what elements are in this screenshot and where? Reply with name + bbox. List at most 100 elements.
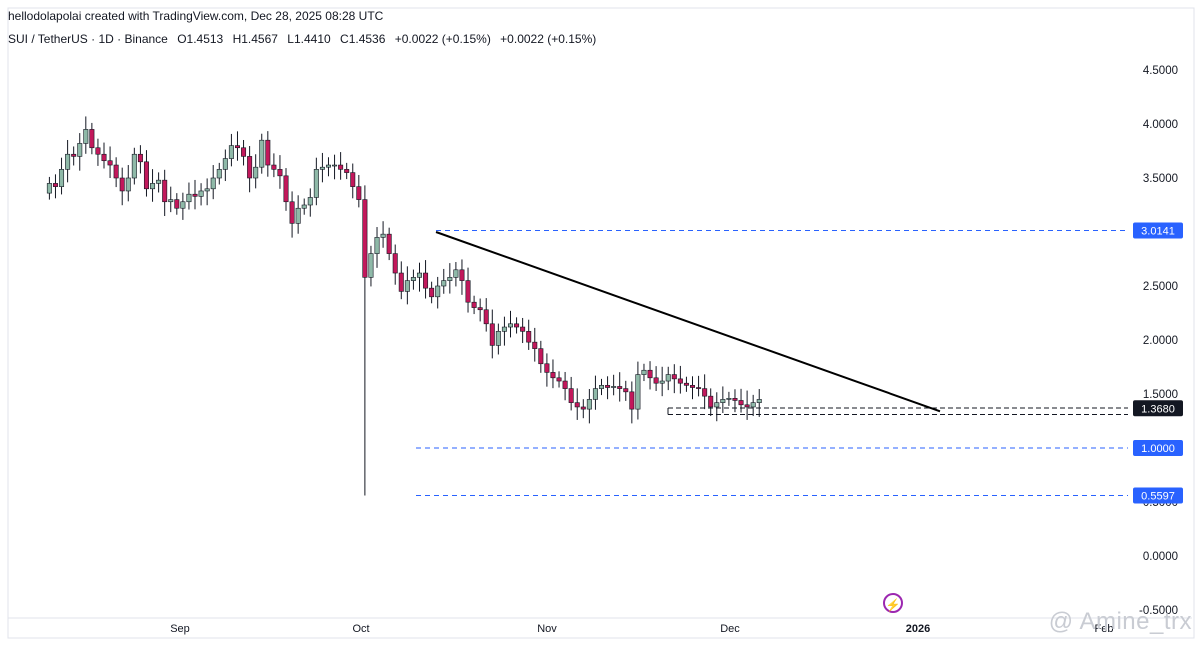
candle-down[interactable] — [580, 406, 586, 410]
candle-up[interactable] — [156, 179, 162, 184]
candle-up[interactable] — [313, 169, 319, 198]
candle-down[interactable] — [617, 386, 623, 389]
candle-up[interactable] — [83, 129, 89, 144]
candle-down[interactable] — [477, 307, 483, 311]
candle-up[interactable] — [186, 193, 192, 203]
candle-down[interactable] — [629, 391, 635, 410]
candle-up[interactable] — [204, 188, 210, 192]
symbol-legend[interactable]: SUI / TetherUS · 1D · Binance O1.4513 H1… — [8, 32, 602, 46]
candle-down[interactable] — [174, 199, 180, 209]
candle-down[interactable] — [392, 253, 398, 274]
candle-down[interactable] — [95, 147, 101, 155]
candle-up[interactable] — [665, 374, 671, 382]
candle-up[interactable] — [635, 374, 641, 410]
candle-down[interactable] — [677, 378, 683, 384]
candle-down[interactable] — [514, 323, 520, 328]
candle-down[interactable] — [277, 169, 283, 177]
candle-down[interactable] — [89, 129, 95, 149]
candle-down[interactable] — [732, 398, 738, 401]
candle-down[interactable] — [544, 363, 550, 373]
candle-up[interactable] — [720, 399, 726, 403]
candle-up[interactable] — [410, 277, 416, 281]
candle-up[interactable] — [586, 399, 592, 410]
candle-up[interactable] — [131, 153, 137, 179]
candle-up[interactable] — [441, 280, 447, 287]
candle-up[interactable] — [65, 153, 71, 170]
candle-down[interactable] — [690, 385, 696, 388]
candle-down[interactable] — [283, 175, 289, 203]
candle-down[interactable] — [234, 145, 240, 149]
candle-down[interactable] — [483, 309, 489, 325]
candle-down[interactable] — [568, 388, 574, 403]
candle-up[interactable] — [507, 323, 513, 328]
candle-up[interactable] — [641, 369, 647, 375]
candle-down[interactable] — [550, 372, 556, 379]
candle-up[interactable] — [295, 207, 301, 224]
candle-up[interactable] — [726, 398, 732, 400]
candle-up[interactable] — [453, 269, 459, 278]
candle-down[interactable] — [526, 331, 532, 343]
candle-down[interactable] — [538, 348, 544, 365]
candle-down[interactable] — [423, 272, 429, 289]
candle-down[interactable] — [489, 323, 495, 346]
candle-down[interactable] — [386, 233, 392, 254]
candle-down[interactable] — [671, 374, 677, 380]
candle-down[interactable] — [107, 160, 113, 166]
candle-down[interactable] — [356, 186, 362, 200]
candle-up[interactable] — [598, 385, 604, 389]
candle-down[interactable] — [683, 382, 689, 386]
candle-up[interactable] — [216, 169, 222, 179]
candle-down[interactable] — [702, 388, 708, 397]
candle-up[interactable] — [756, 399, 762, 403]
candle-down[interactable] — [471, 301, 477, 308]
candle-down[interactable] — [696, 387, 702, 389]
candle-up[interactable] — [59, 169, 65, 187]
candle-down[interactable] — [289, 201, 295, 224]
candle-down[interactable] — [744, 404, 750, 408]
candle-up[interactable] — [325, 164, 331, 168]
candle-down[interactable] — [52, 183, 58, 187]
candle-down[interactable] — [137, 153, 143, 163]
candle-down[interactable] — [398, 272, 404, 292]
candle-up[interactable] — [659, 380, 665, 384]
candle-up[interactable] — [592, 388, 598, 400]
candle-down[interactable] — [101, 153, 107, 162]
candle-up[interactable] — [611, 386, 617, 388]
candle-down[interactable] — [605, 385, 611, 388]
candle-up[interactable] — [77, 143, 83, 157]
candle-up[interactable] — [404, 280, 410, 292]
candle-up[interactable] — [168, 199, 174, 203]
candle-down[interactable] — [738, 400, 744, 406]
candle-up[interactable] — [210, 177, 216, 190]
candle-down[interactable] — [247, 156, 253, 179]
candle-up[interactable] — [150, 183, 156, 190]
candle-down[interactable] — [192, 193, 198, 197]
candle-up[interactable] — [198, 190, 204, 197]
candle-up[interactable] — [180, 201, 186, 209]
candle-up[interactable] — [495, 331, 501, 346]
candle-up[interactable] — [125, 177, 131, 192]
candle-down[interactable] — [271, 164, 277, 170]
candle-down[interactable] — [119, 177, 125, 192]
candle-down[interactable] — [265, 139, 271, 166]
candle-up[interactable] — [447, 277, 453, 281]
candle-up[interactable] — [259, 139, 265, 168]
candle-down[interactable] — [532, 341, 538, 349]
candle-up[interactable] — [714, 402, 720, 408]
descending-trendline[interactable] — [435, 231, 941, 413]
candle-down[interactable] — [653, 377, 659, 384]
candle-down[interactable] — [429, 287, 435, 298]
candle-up[interactable] — [253, 166, 259, 179]
candle-down[interactable] — [344, 169, 350, 173]
candle-up[interactable] — [228, 145, 234, 159]
candle-up[interactable] — [750, 402, 756, 408]
candle-down[interactable] — [162, 179, 168, 203]
candle-down[interactable] — [338, 164, 344, 170]
candle-up[interactable] — [332, 164, 338, 167]
lightning-icon[interactable]: ⚡ — [883, 593, 903, 613]
candle-down[interactable] — [241, 147, 247, 157]
candle-up[interactable] — [435, 285, 441, 298]
candle-up[interactable] — [380, 233, 386, 238]
candle-down[interactable] — [465, 280, 471, 303]
